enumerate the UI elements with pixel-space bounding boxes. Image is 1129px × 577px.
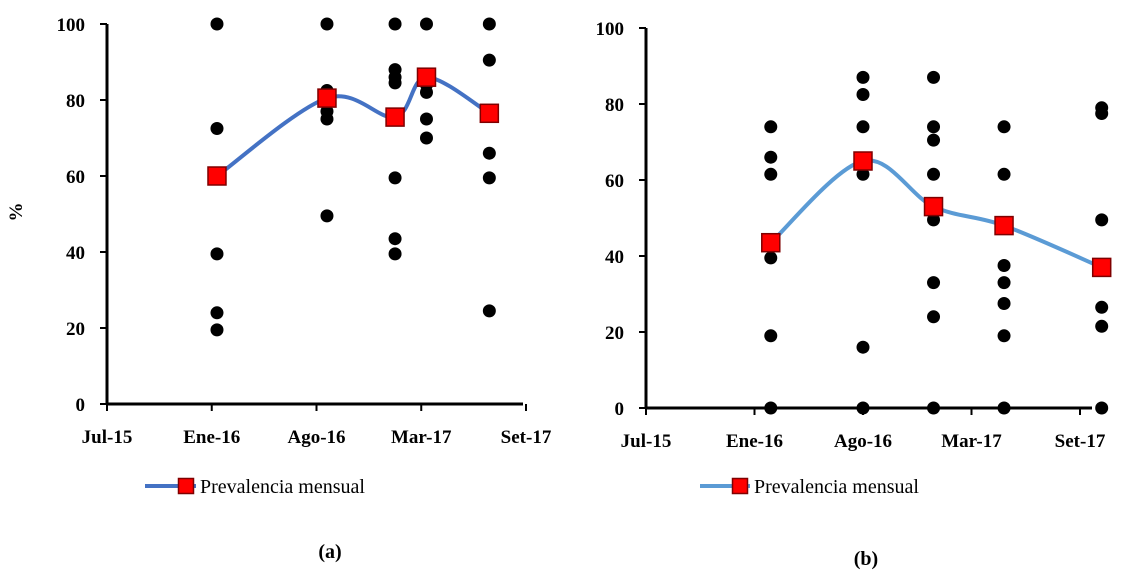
chart-b: 0 20 40 60 80 100 Jul-15 Ene-16 Ago-16 Mar-17 Set-… [596,19,1112,570]
data-point [210,17,224,31]
x-tick-label: Ago-16 [287,427,345,448]
legend-marker [731,477,749,495]
legend-marker [177,477,195,495]
data-point [927,276,941,290]
data-point [856,401,870,415]
data-point [856,167,870,181]
series-marker [207,166,227,186]
data-point [210,306,224,320]
series-marker [385,107,405,127]
data-point [419,112,433,126]
data-point [419,85,433,99]
data-point [388,76,402,90]
y-tick-label: 80 [605,95,624,116]
series-marker [923,196,944,217]
y-tick-label: 20 [66,319,85,340]
data-point [997,167,1011,181]
data-point [419,131,433,145]
x-tick-label: Mar-17 [941,431,1002,452]
y-tick-label: 100 [57,15,86,36]
x-tick-label: Ene-16 [726,431,783,452]
data-point [1095,401,1109,415]
x-tick-label: Jul-15 [621,431,672,452]
data-point [388,17,402,31]
data-point [482,146,496,160]
data-point [927,133,941,147]
data-point [997,329,1011,343]
data-point [856,340,870,354]
data-point [1095,300,1109,314]
x-tick-label: Ago-16 [834,431,892,452]
data-point [927,120,941,134]
data-point [210,247,224,261]
x-tick-label: Set-17 [501,427,552,448]
x-tick-label: Mar-17 [391,427,452,448]
data-point [927,401,941,415]
panel-caption: (a) [318,541,341,563]
y-tick-label: 40 [66,243,85,264]
y-tick-label: 0 [76,395,86,416]
legend-label: Prevalencia mensual [754,476,919,498]
data-point [764,329,778,343]
series-marker [761,232,781,253]
data-point [997,120,1011,134]
data-point [764,401,778,415]
y-tick-label: 60 [66,167,85,188]
data-point [927,70,941,84]
data-point [388,247,402,261]
y-tick-label: 80 [66,91,85,112]
y-axis-title: % [6,203,27,222]
panel-caption: (b) [854,548,878,570]
data-point [210,323,224,337]
data-point [210,122,224,135]
x-tick-label: Jul-15 [82,427,133,448]
data-point [764,120,778,134]
data-point [997,401,1011,415]
data-point [764,167,778,181]
y-tick-label: 0 [615,399,625,420]
data-point [927,213,941,227]
data-point [856,120,870,134]
series-marker [317,88,337,108]
data-point [997,259,1011,272]
data-point [927,167,941,181]
data-point [1095,319,1109,333]
legend: Prevalencia mensual [700,476,919,498]
data-point [482,17,496,31]
data-point [764,251,778,265]
series-marker [994,215,1014,236]
data-point [997,297,1011,310]
data-point [927,310,941,324]
data-point [482,171,496,185]
legend-label: Prevalencia mensual [200,476,365,498]
x-tick-label: Set-17 [1055,431,1106,452]
series-marker [853,151,873,171]
data-point [482,304,496,318]
series-marker [479,103,500,124]
y-tick-label: 100 [596,19,625,40]
data-point [856,70,870,84]
data-point [320,209,334,223]
data-point [764,150,778,164]
y-tick-label: 60 [605,171,624,192]
data-point [388,171,402,185]
y-tick-label: 20 [605,323,624,344]
y-tick-label: 40 [605,247,624,268]
data-point [388,232,402,246]
data-point [482,53,496,67]
data-point [419,17,433,31]
data-point [997,276,1011,290]
data-point [320,112,334,126]
data-point [1095,107,1109,120]
series-marker [1091,257,1112,278]
chart-a: 0 20 40 60 80 100 Jul-15 Ene-16 Ago-16 Mar-17 Set-… [6,15,552,563]
series-marker [416,67,437,87]
data-point [856,88,870,101]
data-point [320,17,334,31]
series-line [214,75,492,178]
data-point [1095,213,1109,227]
legend: Prevalencia mensual [145,476,365,498]
x-tick-label: Ene-16 [183,427,240,448]
